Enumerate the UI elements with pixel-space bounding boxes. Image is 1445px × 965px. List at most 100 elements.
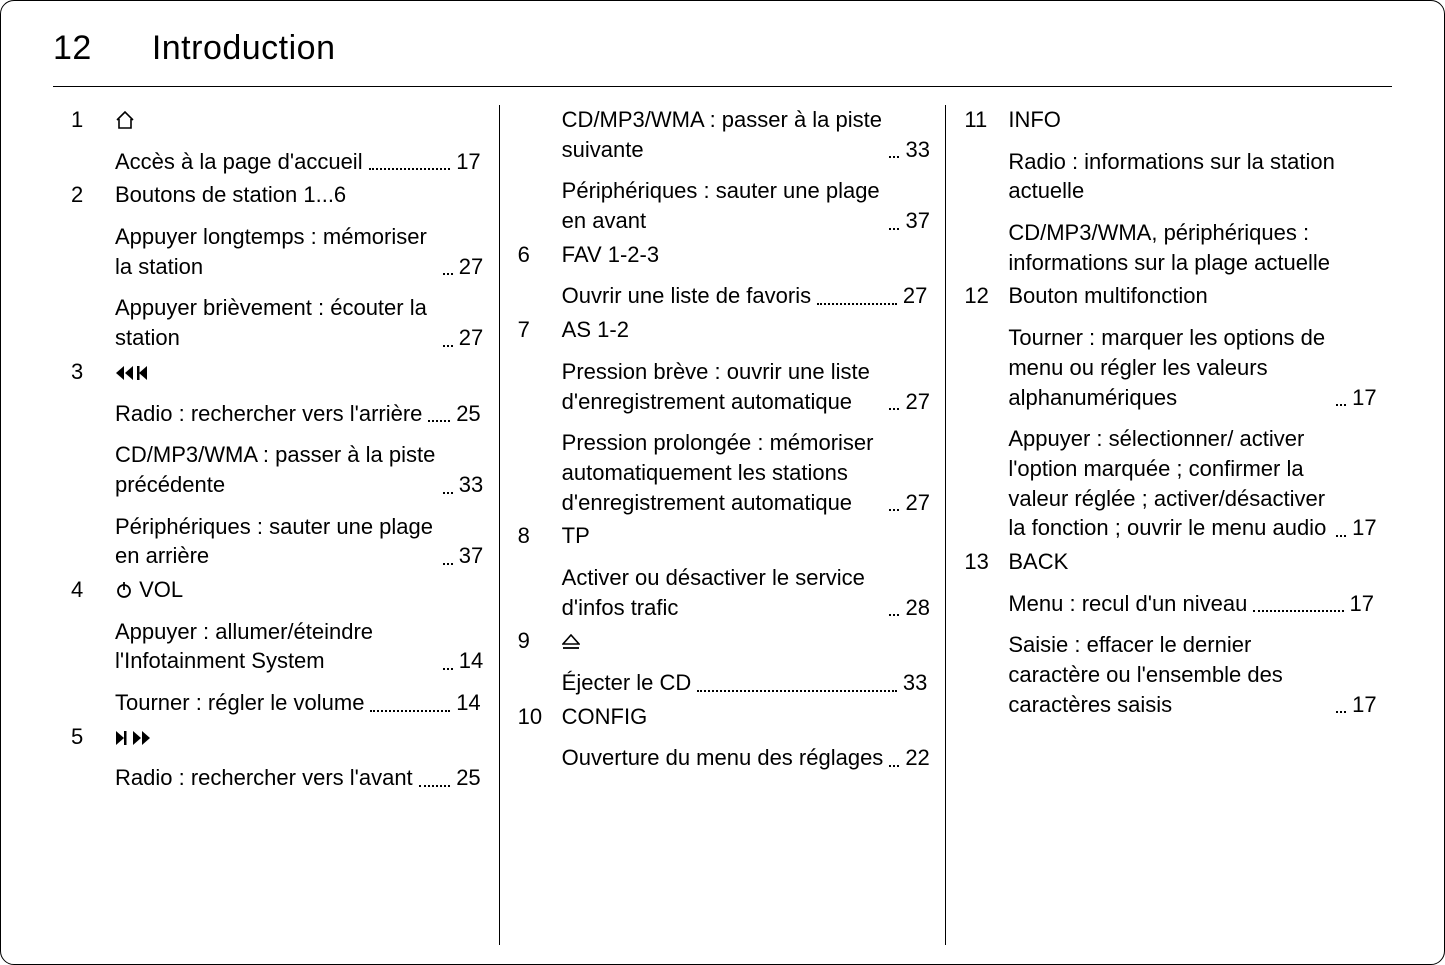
item-11-sub-1: Radio : informations sur la station actu…: [1008, 147, 1374, 206]
leader-dots: [443, 491, 453, 494]
item-number: 8: [518, 521, 562, 551]
entry-text: CD/MP3/WMA : passer à la piste suivante: [562, 105, 884, 164]
column-1: 1 Accès à la page d'accueil 17 2 Boutons…: [53, 105, 499, 945]
item-6: 6 FAV 1-2-3: [518, 240, 928, 270]
entry-text: Radio : informations sur la station actu…: [1008, 149, 1335, 204]
page-ref: 25: [456, 763, 480, 793]
item-7: 7 AS 1-2: [518, 315, 928, 345]
entry-text: Tourner : régler le volume: [115, 688, 364, 718]
page-ref: 27: [459, 323, 483, 353]
entry-text: Saisie : effacer le dernier caractère ou…: [1008, 630, 1330, 719]
item-number: 2: [71, 180, 115, 210]
leader-dots: [889, 227, 899, 230]
page-number: 12: [53, 29, 92, 68]
leader-dots: [889, 407, 899, 410]
item-label: BACK: [1008, 547, 1374, 577]
entry-text: Accès à la page d'accueil: [115, 147, 363, 177]
entry-text: Pression brève : ouvrir une liste d'enre…: [562, 357, 884, 416]
item-number: 13: [964, 547, 1008, 577]
leader-dots: [369, 167, 451, 170]
leader-dots: [419, 784, 451, 787]
item-13-sub-1: Menu : recul d'un niveau 17: [1008, 589, 1374, 619]
item-8-sub-1: Activer ou désactiver le service d'infos…: [562, 563, 928, 622]
item-label: Boutons de station 1...6: [115, 180, 481, 210]
item-label: CONFIG: [562, 702, 928, 732]
entry-text: CD/MP3/WMA : passer à la piste précédent…: [115, 440, 437, 499]
entry-text: Menu : recul d'un niveau: [1008, 589, 1247, 619]
leader-dots: [443, 562, 453, 565]
column-2: CD/MP3/WMA : passer à la piste suivante …: [499, 105, 946, 945]
entry-text: Périphériques : sauter une plage en arri…: [115, 512, 437, 571]
item-12-sub-1: Tourner : marquer les options de menu ou…: [1008, 323, 1374, 412]
page-ref: 27: [459, 252, 483, 282]
leader-dots: [428, 419, 450, 422]
page-ref: 17: [1350, 589, 1374, 619]
item-5-cont-1: CD/MP3/WMA : passer à la piste suivante …: [562, 105, 928, 164]
item-4-sub-1: Appuyer : allumer/éteindre l'Infotainmen…: [115, 617, 481, 676]
item-label: Bouton multifonction: [1008, 281, 1374, 311]
entry-text: Périphériques : sauter une plage en avan…: [562, 176, 884, 235]
leader-dots: [443, 344, 453, 347]
leader-dots: [889, 155, 899, 158]
item-number: 7: [518, 315, 562, 345]
leader-dots: [889, 764, 899, 767]
item-3-sub-3: Périphériques : sauter une plage en arri…: [115, 512, 481, 571]
entry-text: Pression prolongée : mémoriser automatiq…: [562, 428, 884, 517]
page-ref: 25: [456, 399, 480, 429]
item-3: 3: [71, 357, 481, 387]
item-4-sub-2: Tourner : régler le volume 14: [115, 688, 481, 718]
item-13: 13 BACK: [964, 547, 1374, 577]
item-1: 1: [71, 105, 481, 135]
leader-dots: [1336, 534, 1346, 537]
entry-text: Ouvrir une liste de favoris: [562, 281, 811, 311]
item-5-cont-2: Périphériques : sauter une plage en avan…: [562, 176, 928, 235]
page-ref: 33: [905, 135, 929, 165]
item-1-sub-1: Accès à la page d'accueil 17: [115, 147, 481, 177]
item-3-sub-1: Radio : rechercher vers l'arrière 25: [115, 399, 481, 429]
item-label: VOL: [115, 575, 481, 605]
eject-icon: [562, 626, 928, 656]
leader-dots: [889, 508, 899, 511]
manual-page: 12 Introduction 1 Accès à la page d'accu…: [0, 0, 1445, 965]
column-3: 11 INFO Radio : informations sur la stat…: [945, 105, 1392, 945]
page-ref: 14: [456, 688, 480, 718]
entry-text: Tourner : marquer les options de menu ou…: [1008, 323, 1330, 412]
page-ref: 14: [459, 646, 483, 676]
entry-text: CD/MP3/WMA, périphériques : informations…: [1008, 220, 1330, 275]
leader-dots: [1253, 609, 1343, 612]
item-label: INFO: [1008, 105, 1374, 135]
page-title: Introduction: [152, 29, 336, 68]
item-number: 5: [71, 722, 115, 752]
item-2-sub-2: Appuyer brièvement : écouter la station …: [115, 293, 481, 352]
page-header: 12 Introduction: [53, 29, 1392, 87]
item-number: 9: [518, 626, 562, 656]
page-ref: 17: [456, 147, 480, 177]
item-11: 11 INFO: [964, 105, 1374, 135]
item-number: 6: [518, 240, 562, 270]
entry-text: Éjecter le CD: [562, 668, 692, 698]
item-number: 11: [964, 105, 1008, 135]
entry-text: Radio : rechercher vers l'avant: [115, 763, 413, 793]
item-number: 4: [71, 575, 115, 605]
page-ref: 28: [905, 593, 929, 623]
item-12-sub-2: Appuyer : sélectionner/ activer l'option…: [1008, 424, 1374, 543]
entry-text: Ouverture du menu des réglages: [562, 743, 884, 773]
item-number: 3: [71, 357, 115, 387]
item-5-sub-1: Radio : rechercher vers l'avant 25: [115, 763, 481, 793]
entry-text: Activer ou désactiver le service d'infos…: [562, 563, 884, 622]
entry-text: Radio : rechercher vers l'arrière: [115, 399, 422, 429]
item-11-sub-2: CD/MP3/WMA, périphériques : informations…: [1008, 218, 1374, 277]
page-ref: 37: [905, 206, 929, 236]
page-ref: 22: [905, 743, 929, 773]
item-10: 10 CONFIG: [518, 702, 928, 732]
item-9-sub-1: Éjecter le CD 33: [562, 668, 928, 698]
entry-text: Appuyer : sélectionner/ activer l'option…: [1008, 424, 1330, 543]
item-number: 1: [71, 105, 115, 135]
leader-dots: [443, 667, 453, 670]
leader-dots: [697, 689, 897, 692]
item-12: 12 Bouton multifonction: [964, 281, 1374, 311]
leader-dots: [1336, 403, 1346, 406]
item-number: 12: [964, 281, 1008, 311]
item-2-sub-1: Appuyer longtemps : mémoriser la station…: [115, 222, 481, 281]
forward-icon: [115, 722, 481, 752]
